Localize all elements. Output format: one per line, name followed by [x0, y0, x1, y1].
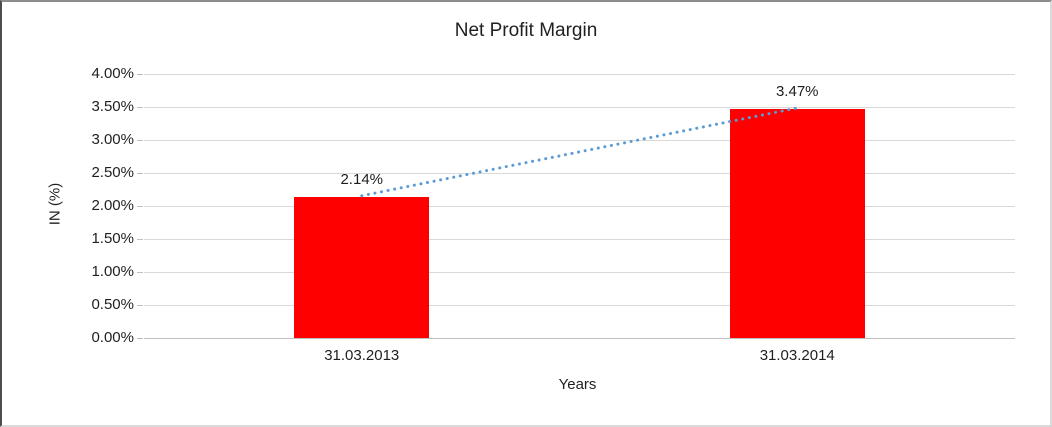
- gridline: [144, 140, 1015, 141]
- y-tick-label: 4.00%: [91, 65, 134, 82]
- y-tick-label: 3.00%: [91, 131, 134, 148]
- gridline: [144, 206, 1015, 207]
- gridline: [144, 305, 1015, 306]
- x-tick-label: 31.03.2014: [759, 347, 835, 364]
- y-tick-mark: [137, 239, 143, 240]
- y-tick-label: 0.50%: [91, 296, 134, 313]
- x-axis-line: [144, 338, 1015, 339]
- y-tick-label: 1.00%: [91, 263, 134, 280]
- y-axis-title: IN (%): [46, 182, 64, 226]
- y-tick-mark: [137, 272, 143, 273]
- bar: [729, 108, 865, 338]
- y-tick-mark: [137, 173, 143, 174]
- y-tick-mark: [137, 107, 143, 108]
- y-tick-mark: [137, 338, 143, 339]
- x-axis-title: Years: [558, 376, 597, 393]
- y-tick-label: 3.50%: [91, 98, 134, 115]
- gridline: [144, 272, 1015, 273]
- gridline: [144, 239, 1015, 240]
- x-tick-label: 31.03.2013: [324, 347, 400, 364]
- y-tick-label: 2.00%: [91, 197, 134, 214]
- gridline: [144, 173, 1015, 174]
- bar: [294, 196, 430, 338]
- y-tick-label: 0.00%: [91, 329, 134, 346]
- chart-title: Net Profit Margin: [454, 20, 598, 41]
- y-tick-mark: [137, 74, 143, 75]
- y-tick-mark: [137, 140, 143, 141]
- y-tick-label: 2.50%: [91, 164, 134, 181]
- y-tick-label: 1.50%: [91, 230, 134, 247]
- y-tick-mark: [137, 206, 143, 207]
- gridline: [144, 74, 1015, 75]
- gridline: [144, 107, 1015, 108]
- data-label: 3.47%: [775, 82, 819, 100]
- data-label: 2.14%: [340, 170, 384, 188]
- y-tick-mark: [137, 305, 143, 306]
